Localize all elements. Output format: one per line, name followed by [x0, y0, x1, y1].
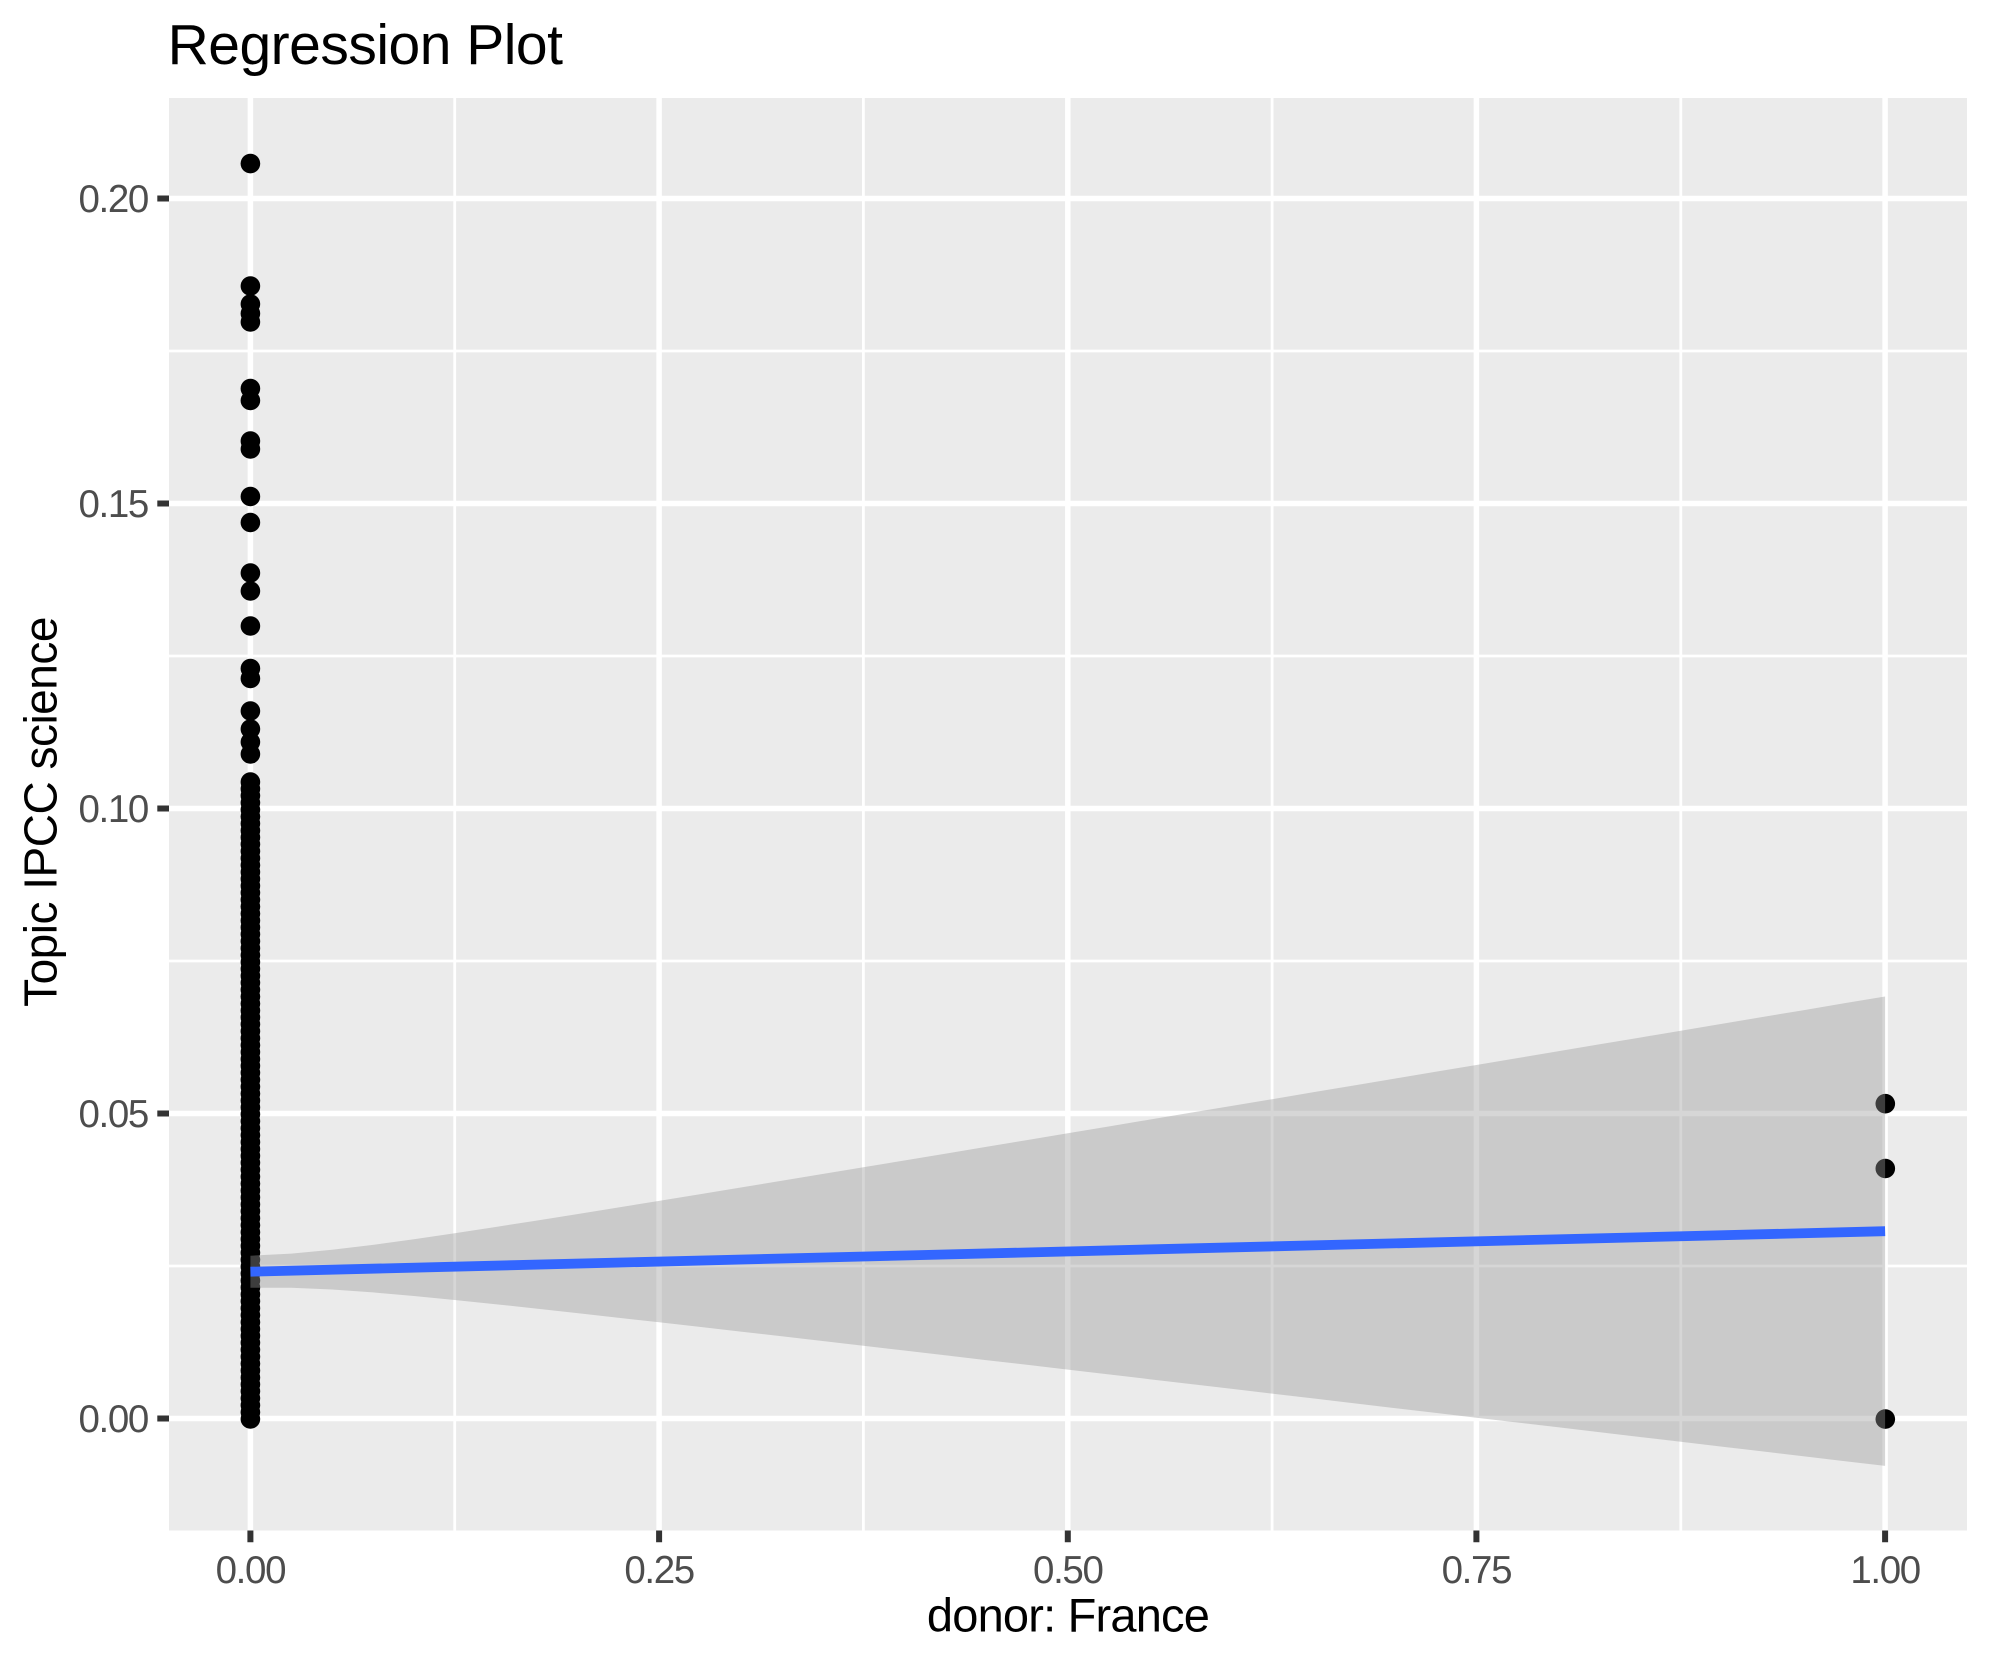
svg-text:Regression Plot: Regression Plot	[168, 13, 564, 77]
svg-text:1.00: 1.00	[1850, 1549, 1920, 1592]
svg-text:0.00: 0.00	[216, 1549, 286, 1592]
svg-text:0.25: 0.25	[624, 1549, 694, 1592]
svg-text:0.50: 0.50	[1033, 1549, 1103, 1592]
svg-text:Topic IPCC science: Topic IPCC science	[14, 617, 66, 1007]
svg-text:0.75: 0.75	[1442, 1549, 1512, 1592]
svg-text:0.15: 0.15	[78, 483, 148, 526]
svg-text:0.20: 0.20	[78, 178, 148, 221]
svg-text:0.10: 0.10	[78, 788, 148, 831]
svg-text:donor: France: donor: France	[927, 1589, 1209, 1642]
svg-text:0.00: 0.00	[78, 1398, 148, 1441]
svg-text:0.05: 0.05	[78, 1093, 148, 1136]
